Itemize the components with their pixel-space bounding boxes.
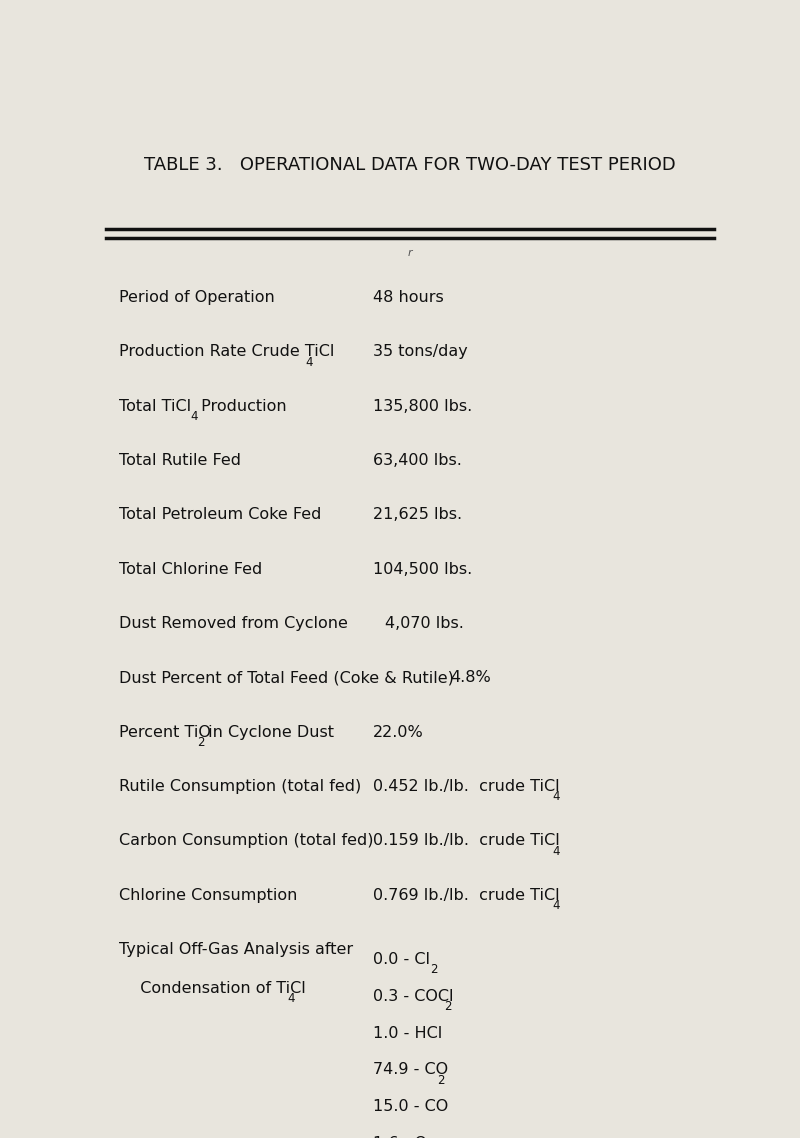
Text: 0.3 - COCl: 0.3 - COCl (373, 989, 454, 1004)
Text: 4: 4 (552, 790, 560, 803)
Text: Dust Removed from Cyclone: Dust Removed from Cyclone (118, 616, 347, 630)
Text: 4,070 lbs.: 4,070 lbs. (386, 616, 464, 630)
Text: 0.159 lb./lb.  crude TiCl: 0.159 lb./lb. crude TiCl (373, 833, 559, 848)
Text: 22.0%: 22.0% (373, 725, 423, 740)
Text: Production Rate Crude TiCl: Production Rate Crude TiCl (118, 344, 334, 360)
Text: Total Petroleum Coke Fed: Total Petroleum Coke Fed (118, 508, 321, 522)
Text: 4: 4 (552, 844, 560, 858)
Text: 0.0 - Cl: 0.0 - Cl (373, 951, 430, 966)
Text: Percent TiO: Percent TiO (118, 725, 210, 740)
Text: 4: 4 (288, 992, 295, 1005)
Text: 1.6 - O: 1.6 - O (373, 1137, 427, 1138)
Text: 0.452 lb./lb.  crude TiCl: 0.452 lb./lb. crude TiCl (373, 778, 559, 794)
Text: 35 tons/day: 35 tons/day (373, 344, 467, 360)
Text: 4: 4 (552, 899, 560, 912)
Text: 63,400 lbs.: 63,400 lbs. (373, 453, 462, 468)
Text: 48 hours: 48 hours (373, 290, 443, 305)
Text: Carbon Consumption (total fed): Carbon Consumption (total fed) (118, 833, 373, 848)
Text: 4: 4 (190, 410, 198, 423)
Text: Typical Off-Gas Analysis after: Typical Off-Gas Analysis after (118, 942, 353, 957)
Text: 2: 2 (198, 736, 205, 749)
Text: 104,500 lbs.: 104,500 lbs. (373, 561, 472, 577)
Text: r: r (408, 248, 412, 258)
Text: Total TiCl: Total TiCl (118, 398, 190, 413)
Text: Production: Production (196, 398, 286, 413)
Text: 2: 2 (438, 1074, 445, 1087)
Text: Dust Percent of Total Feed (Coke & Rutile): Dust Percent of Total Feed (Coke & Rutil… (118, 670, 454, 685)
Text: 0.769 lb./lb.  crude TiCl: 0.769 lb./lb. crude TiCl (373, 888, 559, 902)
Text: 2: 2 (445, 1000, 452, 1013)
Text: 4.8%: 4.8% (450, 670, 491, 685)
Text: 15.0 - CO: 15.0 - CO (373, 1099, 448, 1114)
Text: 1.0 - HCl: 1.0 - HCl (373, 1025, 442, 1040)
Text: Condensation of TiCl: Condensation of TiCl (130, 981, 306, 996)
Text: Total Rutile Fed: Total Rutile Fed (118, 453, 241, 468)
Text: 74.9 - CO: 74.9 - CO (373, 1063, 448, 1078)
Text: 4: 4 (306, 356, 313, 369)
Text: 21,625 lbs.: 21,625 lbs. (373, 508, 462, 522)
Text: in Cyclone Dust: in Cyclone Dust (203, 725, 334, 740)
Text: Rutile Consumption (total fed): Rutile Consumption (total fed) (118, 778, 361, 794)
Text: TABLE 3.   OPERATIONAL DATA FOR TWO-DAY TEST PERIOD: TABLE 3. OPERATIONAL DATA FOR TWO-DAY TE… (144, 156, 676, 174)
Text: 2: 2 (430, 963, 438, 976)
Text: Chlorine Consumption: Chlorine Consumption (118, 888, 297, 902)
Text: Total Chlorine Fed: Total Chlorine Fed (118, 561, 262, 577)
Text: Period of Operation: Period of Operation (118, 290, 274, 305)
Text: 135,800 lbs.: 135,800 lbs. (373, 398, 472, 413)
